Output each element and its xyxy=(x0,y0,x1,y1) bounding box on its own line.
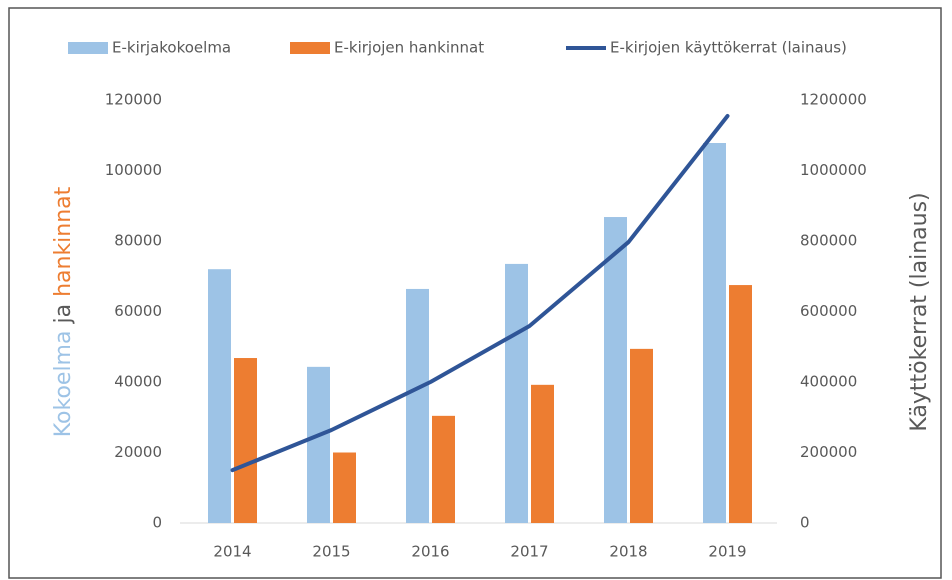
legend-swatch xyxy=(68,42,108,54)
y-tick-label: 20000 xyxy=(114,443,162,461)
y-tick-label: 100000 xyxy=(105,161,162,179)
bar xyxy=(531,384,554,523)
bar xyxy=(234,358,257,523)
y2-tick-label: 200000 xyxy=(800,443,857,461)
legend-label: E-kirjakokoelma xyxy=(112,39,231,57)
bar xyxy=(604,217,627,523)
y-axis-title: Kokoelma ja hankinnat xyxy=(51,186,76,437)
bar xyxy=(208,269,231,523)
bar xyxy=(703,143,726,523)
x-tick-label: 2014 xyxy=(213,543,251,561)
y2-axis-title: Käyttökerrat (lainaus) xyxy=(907,192,932,431)
x-tick-label: 2015 xyxy=(312,543,350,561)
y-tick-label: 80000 xyxy=(114,232,162,250)
y2-tick-label: 800000 xyxy=(800,232,857,250)
y-tick-label: 60000 xyxy=(114,302,162,320)
y2-tick-label: 400000 xyxy=(800,373,857,391)
legend-label: E-kirjojen käyttökerrat (lainaus) xyxy=(610,39,847,57)
bar xyxy=(630,348,653,523)
bar xyxy=(333,452,356,523)
y-tick-label: 0 xyxy=(152,514,162,532)
y-axis-title-part: ja xyxy=(51,297,76,331)
y-axis-title-part: hankinnat xyxy=(51,186,76,297)
bar xyxy=(307,366,330,523)
y2-tick-label: 1200000 xyxy=(800,91,867,109)
frame xyxy=(8,7,942,579)
y2-tick-label: 0 xyxy=(800,514,810,532)
bar xyxy=(729,285,752,523)
legend-swatch xyxy=(290,42,330,54)
x-tick-label: 2018 xyxy=(609,543,647,561)
bar xyxy=(432,415,455,523)
bar xyxy=(505,263,528,523)
x-tick-label: 2019 xyxy=(708,543,746,561)
legend-label: E-kirjojen hankinnat xyxy=(334,39,484,57)
y-tick-label: 40000 xyxy=(114,373,162,391)
y2-tick-label: 600000 xyxy=(800,302,857,320)
y2-tick-label: 1000000 xyxy=(800,161,867,179)
x-tick-label: 2016 xyxy=(411,543,449,561)
line xyxy=(230,114,730,473)
x-tick-label: 2017 xyxy=(510,543,548,561)
bar xyxy=(406,288,429,523)
y-tick-label: 120000 xyxy=(105,91,162,109)
y-axis-title-part: Kokoelma xyxy=(51,331,76,438)
